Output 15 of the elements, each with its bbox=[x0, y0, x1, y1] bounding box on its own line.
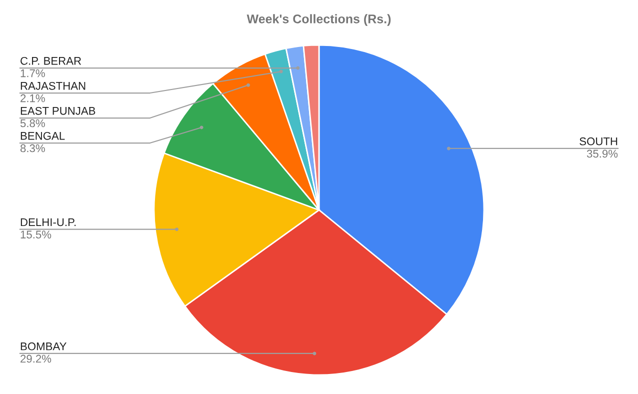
slice-label: SOUTH bbox=[580, 137, 618, 146]
slice-label: BENGAL bbox=[20, 132, 65, 140]
data-label: 15.5% bbox=[20, 230, 52, 238]
chart-title: Week's Collections (Rs.) bbox=[246, 14, 391, 26]
slice-label: BOMBAY bbox=[20, 342, 66, 350]
slice-label: C.P. BERAR bbox=[20, 56, 82, 65]
data-label: 1.7% bbox=[20, 69, 45, 78]
slice-label: DELHI-U.P. bbox=[20, 218, 76, 226]
slice-label: EAST PUNJAB bbox=[20, 106, 96, 115]
data-label: 2.1% bbox=[20, 94, 45, 102]
slice-label: RAJASTHAN bbox=[20, 82, 86, 90]
data-label: 35.9% bbox=[586, 150, 618, 158]
data-label: 8.3% bbox=[20, 144, 45, 152]
data-label: 29.2% bbox=[20, 354, 52, 363]
data-label: 5.8% bbox=[20, 119, 45, 128]
